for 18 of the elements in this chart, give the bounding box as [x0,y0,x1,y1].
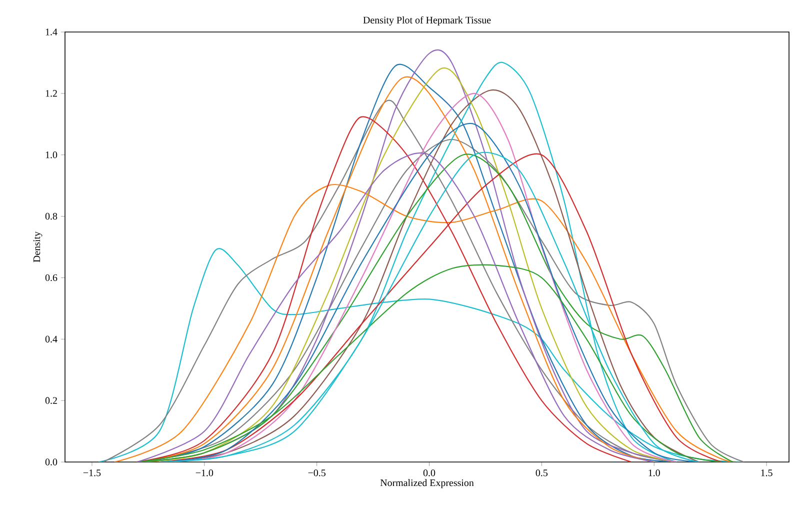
y-tick-label: 0.8 [45,212,58,220]
x-tick-label: −1.5 [83,470,101,476]
y-tick-label: 0.4 [45,336,58,343]
x-tick-label: 1.5 [761,470,772,476]
y-tick-label: 0.0 [45,458,58,466]
y-tick-label: 0.2 [45,397,57,404]
chart-title: Density Plot of Hepmark Tissue [363,16,491,26]
y-axis-title: Density [33,232,42,262]
x-tick-label: −0.5 [308,470,326,476]
x-tick-label: 0.5 [536,470,548,476]
x-tick-label: 0.0 [423,470,436,476]
y-tick-label: 1.0 [46,151,58,158]
x-axis-title: Normalized Expression [380,479,474,488]
y-tick-label: 0.6 [45,274,58,282]
x-tick-label: −1.0 [196,470,214,476]
y-tick-label: 1.2 [46,90,57,97]
x-tick-label: 1.0 [648,470,660,476]
y-tick-label: 1.4 [46,28,58,36]
